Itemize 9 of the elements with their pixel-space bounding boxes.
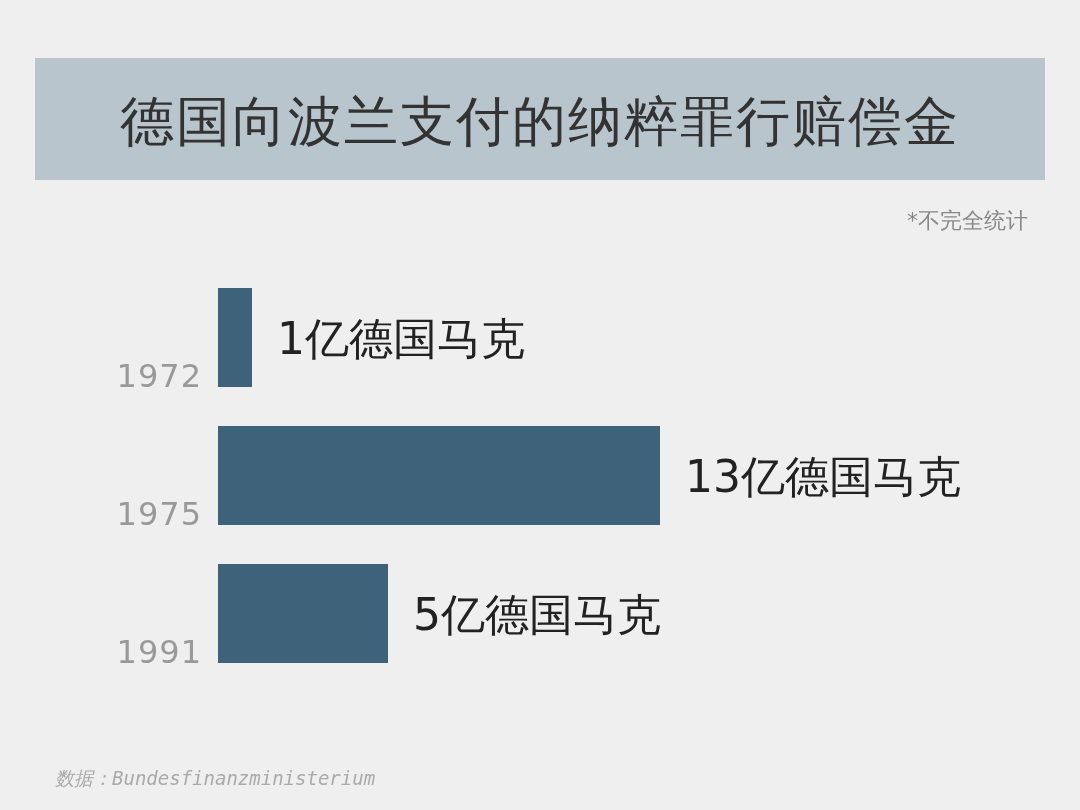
text: 数据：Bundesfinanzministerium (55, 767, 376, 789)
data-label: 1亿德国马克 (277, 312, 525, 364)
text: *不完全统计 (907, 208, 1028, 233)
chart-title: 德国向波兰支付的纳粹罪行赔偿金 (120, 90, 960, 153)
y-tick-label: 1975 (116, 495, 202, 533)
data-label: 5亿德国马克 (413, 588, 661, 640)
y-tick-label: 1991 (116, 633, 202, 671)
y-tick-label: 1972 (116, 357, 202, 395)
data-label: 13亿德国马克 (685, 450, 961, 502)
